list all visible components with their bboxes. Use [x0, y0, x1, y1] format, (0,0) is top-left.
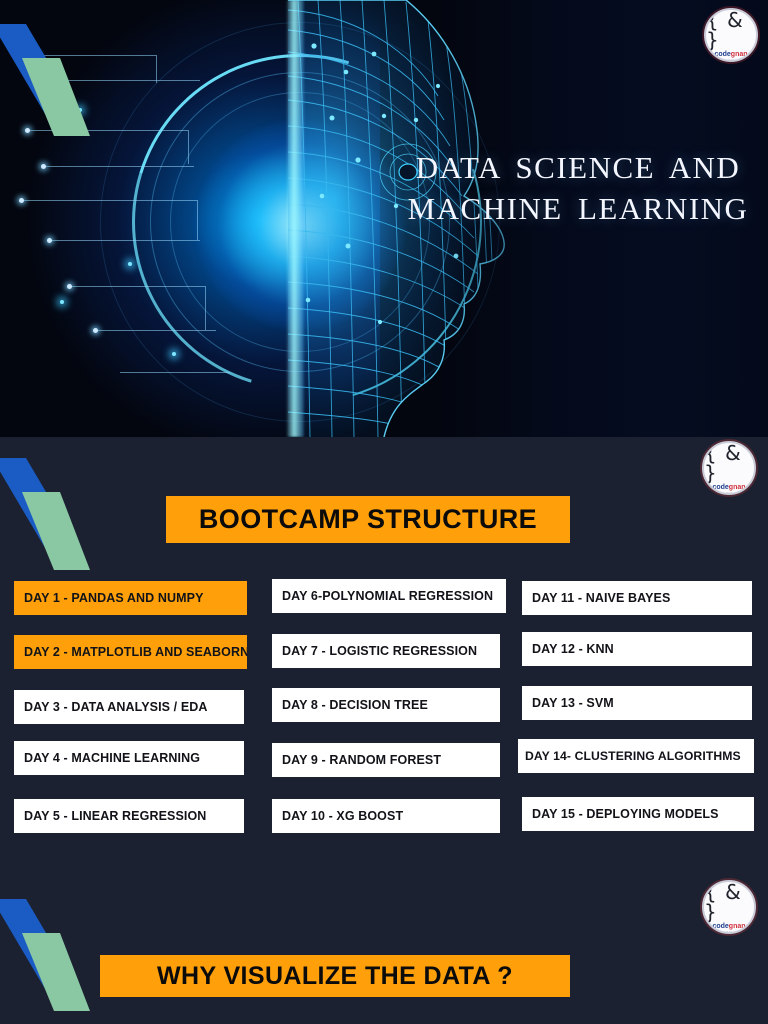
day-item[interactable]: DAY 7 - LOGISTIC REGRESSION: [272, 634, 500, 668]
day-item[interactable]: DAY 5 - LINEAR REGRESSION: [14, 799, 244, 833]
day-item[interactable]: DAY 9 - RANDOM FOREST: [272, 743, 500, 777]
circuit-node: [19, 198, 24, 203]
circuit-trace: [120, 372, 230, 373]
logo-glyph: { & }: [706, 8, 744, 52]
circuit-trace: [22, 200, 197, 201]
circuit-trace: [44, 166, 194, 167]
circuit-trace: [156, 55, 157, 83]
day-item[interactable]: DAY 1 - PANDAS AND NUMPY: [14, 581, 247, 615]
logo-tagline: TRAININGS: [718, 930, 740, 934]
day-item[interactable]: DAY 11 - NAIVE BAYES: [522, 581, 752, 615]
circuit-trace: [60, 80, 200, 81]
day-item[interactable]: DAY 4 - MACHINE LEARNING: [14, 741, 244, 775]
why-visualize-heading: WHY VISUALIZE THE DATA ?: [100, 955, 570, 997]
hero-gradient-overlay: [438, 0, 768, 437]
circuit-trace: [28, 130, 188, 131]
chevron-decor-bottom: [0, 899, 90, 1011]
circuit-trace: [36, 55, 156, 56]
circuit-spark: [128, 262, 132, 266]
day-item[interactable]: DAY 10 - XG BOOST: [272, 799, 500, 833]
circuit-node: [41, 164, 46, 169]
bootcamp-day-grid: DAY 1 - PANDAS AND NUMPY DAY 2 - MATPLOT…: [0, 578, 768, 840]
logo-tagline: TRAININGS: [720, 58, 742, 62]
light-seam: [286, 0, 304, 437]
logo-glyph: { & }: [704, 441, 742, 485]
circuit-trace: [197, 200, 198, 240]
logo-brand-name: codegnan: [712, 922, 746, 930]
day-item[interactable]: DAY 8 - DECISION TREE: [272, 688, 500, 722]
brand-logo: { & } codegnan TRAININGS: [702, 441, 756, 495]
logo-glyph: { & }: [704, 880, 742, 924]
circuit-node: [67, 284, 72, 289]
circuit-node: [47, 238, 52, 243]
day-item[interactable]: DAY 13 - SVM: [522, 686, 752, 720]
circuit-node: [93, 328, 98, 333]
day-item[interactable]: DAY 14- CLUSTERING ALGORITHMS: [518, 739, 754, 773]
circuit-spark: [172, 352, 176, 356]
hero-title-line-1: DATA SCIENCE AND: [415, 150, 741, 185]
circuit-spark: [60, 300, 64, 304]
circuit-node: [25, 128, 30, 133]
chevron-decor-middle: [0, 458, 90, 570]
logo-brand-name: codegnan: [712, 483, 746, 491]
logo-brand-name: codegnan: [714, 50, 748, 58]
brand-logo: { & } codegnan TRAININGS: [702, 880, 756, 934]
day-item[interactable]: DAY 6-POLYNOMIAL REGRESSION: [272, 579, 506, 613]
circuit-trace: [205, 286, 206, 330]
circuit-trace: [70, 286, 205, 287]
brand-logo: { & } codegnan TRAININGS: [704, 8, 758, 62]
hero-banner: DATA SCIENCE AND MACHINE LEARNING { & } …: [0, 0, 768, 437]
day-item[interactable]: DAY 2 - MATPLOTLIB AND SEABORN: [14, 635, 247, 669]
circuit-trace: [96, 330, 216, 331]
circuit-trace: [50, 240, 200, 241]
hero-title-line-2: MACHINE LEARNING: [407, 190, 749, 226]
day-item[interactable]: DAY 15 - DEPLOYING MODELS: [522, 797, 754, 831]
day-item[interactable]: DAY 12 - KNN: [522, 632, 752, 666]
logo-tagline: TRAININGS: [718, 491, 740, 495]
bootcamp-structure-heading: BOOTCAMP STRUCTURE: [166, 496, 570, 543]
circuit-trace: [188, 130, 189, 164]
day-item[interactable]: DAY 3 - DATA ANALYSIS / EDA: [14, 690, 244, 724]
page-title: DATA SCIENCE AND MACHINE LEARNING: [402, 148, 754, 230]
chevron-decor-hero: [0, 24, 90, 136]
